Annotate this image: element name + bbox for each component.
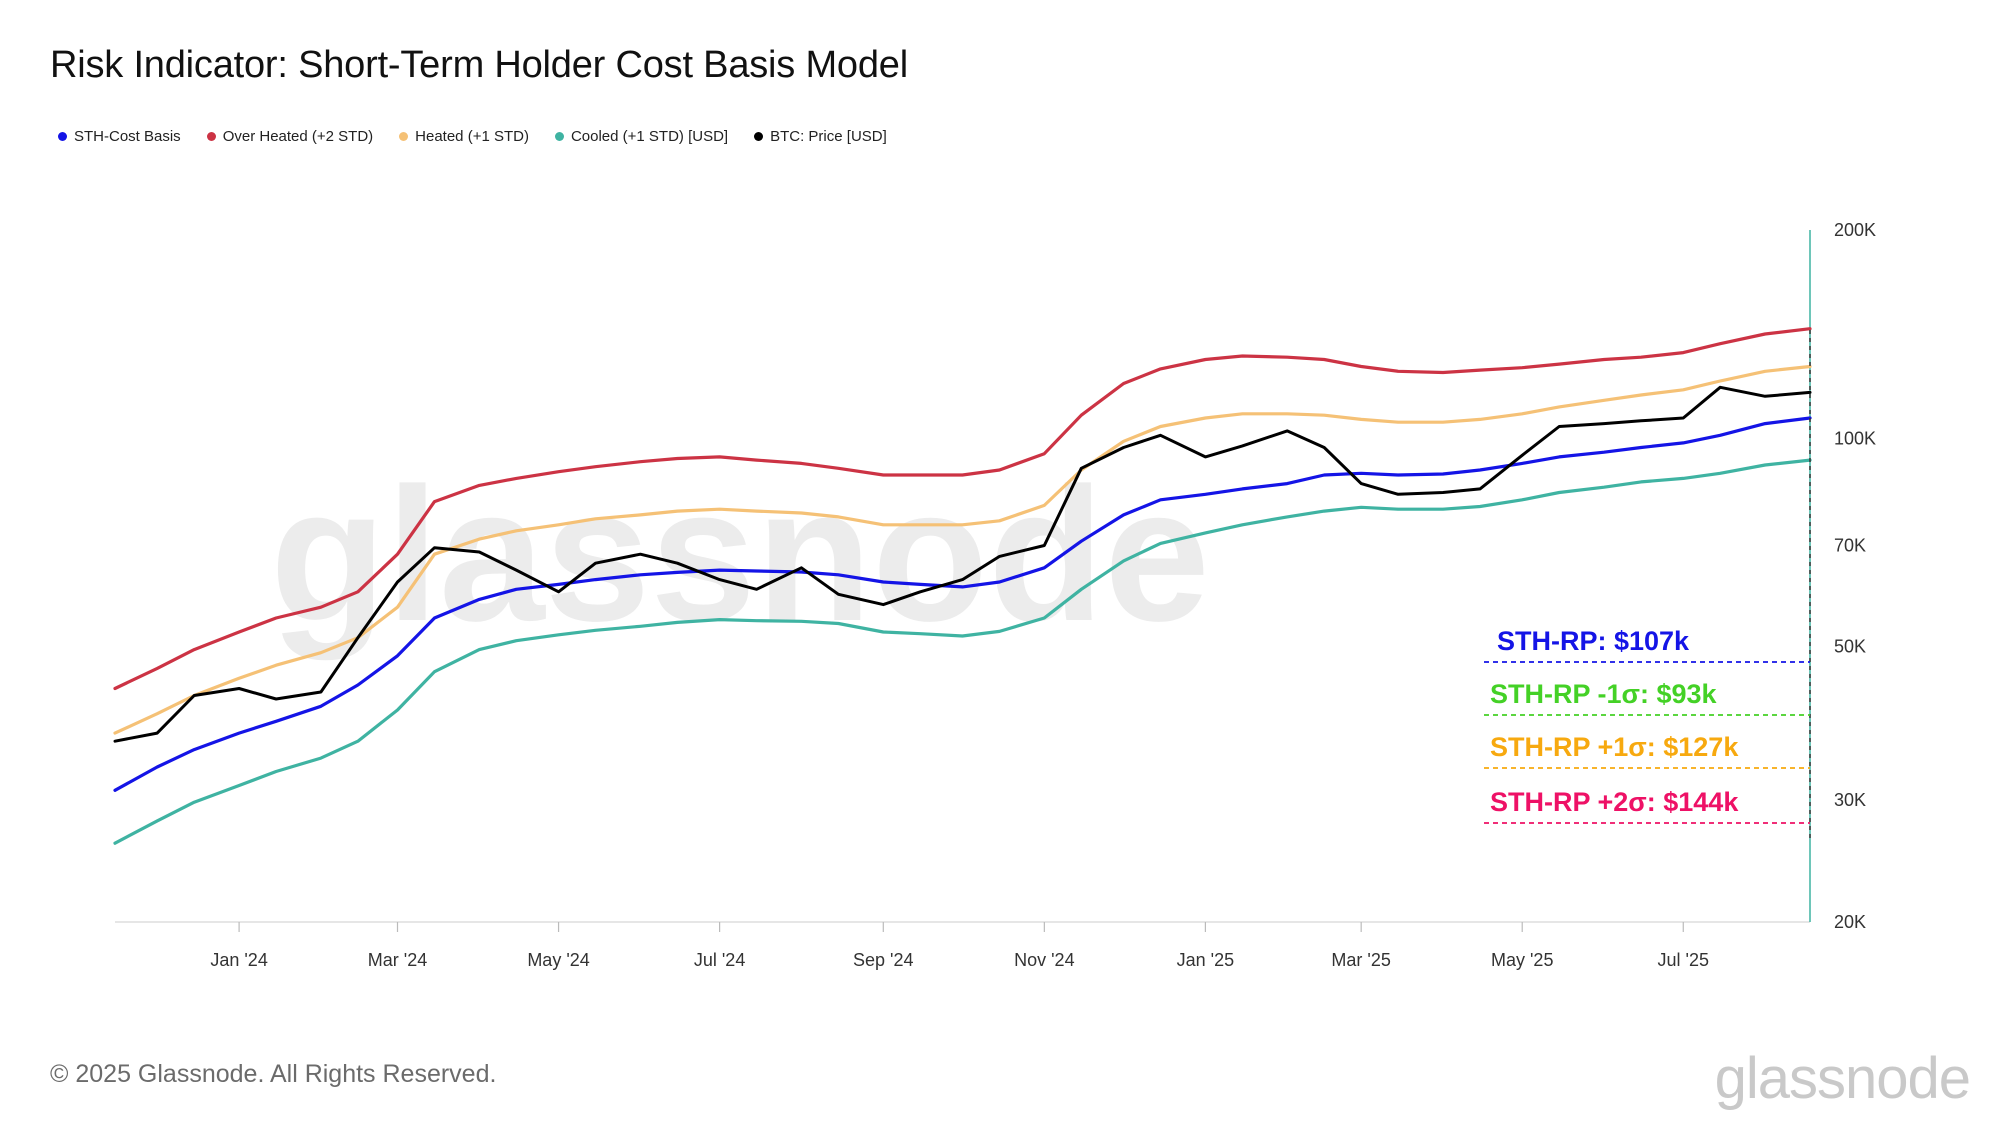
annotation-label: STH-RP: $107k (1497, 626, 1690, 656)
annotation-label: STH-RP +2σ: $144k (1490, 787, 1739, 817)
legend-label: Cooled (+1 STD) [USD] (570, 128, 729, 145)
series-line-2 (113, 364, 1812, 735)
y-tick-label: 50K (1834, 637, 1866, 657)
x-tick-label: May '24 (527, 950, 589, 970)
legend-dot-icon (754, 132, 764, 141)
annotation-label: STH-RP -1σ: $93k (1490, 679, 1718, 709)
y-tick-label: 20K (1834, 912, 1866, 932)
x-tick-label: Sep '24 (853, 950, 914, 970)
chart-title: Risk Indicator: Short-Term Holder Cost B… (50, 44, 908, 86)
x-tick-label: Mar '25 (1331, 950, 1390, 970)
series-line-3 (113, 458, 1812, 845)
x-tick-label: Jan '24 (210, 950, 267, 970)
legend-item[interactable]: Over Heated (+2 STD) (206, 128, 374, 145)
legend-dot-icon (206, 132, 216, 141)
legend-item[interactable]: Heated (+1 STD) (399, 128, 529, 145)
x-tick-label: Mar '24 (368, 950, 427, 970)
x-tick-label: Jan '25 (1177, 950, 1234, 970)
chart-canvas: glassnode Jan '24 Mar '24 May '24 Jul '24 Se… (113, 220, 1876, 970)
copyright-footer: © 2025 Glassnode. All Rights Reserved. (50, 1060, 497, 1088)
series-line-1 (113, 327, 1812, 691)
series-line-0 (113, 416, 1812, 792)
legend-label: BTC: Price [USD] (770, 128, 887, 145)
legend-dot-icon (554, 132, 564, 141)
legend-label: STH-Cost Basis (74, 128, 181, 145)
legend-item[interactable]: STH-Cost Basis (58, 128, 181, 145)
annotation-label: STH-RP +1σ: $127k (1490, 732, 1739, 762)
series-layer (113, 327, 1812, 845)
series-line-4 (113, 385, 1812, 743)
y-tick-label: 70K (1834, 536, 1866, 556)
legend: STH-Cost Basis Over Heated (+2 STD) Heated… (58, 128, 887, 145)
legend-label: Over Heated (+2 STD) (222, 128, 374, 145)
y-tick-label: 100K (1834, 428, 1876, 448)
legend-dot-icon (399, 132, 409, 141)
legend-item[interactable]: Cooled (+1 STD) [USD] (554, 128, 729, 145)
y-tick-label: 30K (1834, 790, 1866, 810)
x-tick-label: Nov '24 (1014, 950, 1074, 970)
legend-label: Heated (+1 STD) (415, 128, 529, 145)
legend-dot-icon (58, 132, 67, 141)
x-tick-label: May '25 (1491, 950, 1553, 970)
x-tick-label: Jul '24 (694, 950, 745, 970)
annotation-layer: STH-RP: $107k STH-RP -1σ: $93k STH-RP +1σ:… (1484, 626, 1810, 824)
legend-item[interactable]: BTC: Price [USD] (754, 128, 887, 145)
y-tick-label: 200K (1834, 220, 1876, 240)
x-tick-label: Jul '25 (1658, 950, 1709, 970)
glassnode-logo: glassnode (1714, 1046, 1971, 1111)
axes: Jan '24 Mar '24 May '24 Jul '24 Sep '24 Nov '… (115, 220, 1876, 970)
